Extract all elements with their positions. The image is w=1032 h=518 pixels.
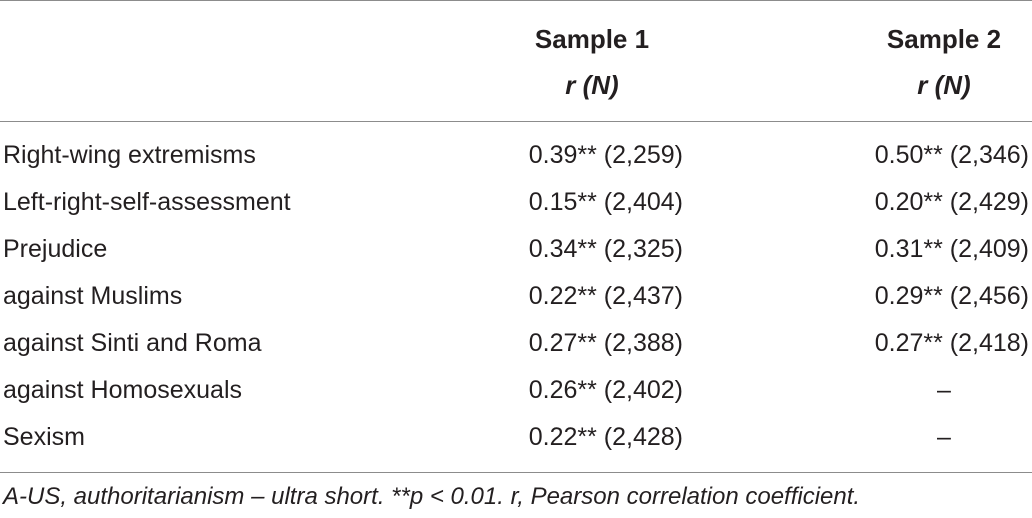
column-header-sample-2: Sample 2 xyxy=(886,24,1002,54)
sample-2-empty-dash: – xyxy=(937,376,951,404)
sample-1-value: 0.15** (2,404) xyxy=(528,188,683,216)
table-row: against Homosexuals 0.26** (2,402) – xyxy=(0,371,1032,409)
row-label: against Sinti and Roma xyxy=(3,329,262,357)
row-label: Prejudice xyxy=(3,235,108,263)
table-footnote: A-US, authoritarianism – ultra short. **… xyxy=(3,483,861,510)
table-bottom-rule xyxy=(0,472,1032,473)
table-row: Right-wing extremisms 0.39** (2,259) 0.5… xyxy=(0,136,1032,174)
table-row: Sexism 0.22** (2,428) – xyxy=(0,418,1032,456)
sample-1-value: 0.22** (2,428) xyxy=(528,423,683,451)
sample-2-empty-dash: – xyxy=(937,423,951,451)
sample-2-value: 0.50** (2,346) xyxy=(874,141,1029,169)
row-label: against Muslims xyxy=(3,282,183,310)
table-row: against Sinti and Roma 0.27** (2,388) 0.… xyxy=(0,324,1032,362)
sample-2-value: 0.20** (2,429) xyxy=(874,188,1029,216)
table-row: against Muslims 0.22** (2,437) 0.29** (2… xyxy=(0,277,1032,315)
table-header-rule xyxy=(0,121,1032,122)
sample-1-value: 0.39** (2,259) xyxy=(528,141,683,169)
column-header-sample-1: Sample 1 xyxy=(534,24,650,54)
sample-2-value: 0.27** (2,418) xyxy=(874,329,1029,357)
column-subheader-sample-2: r (N) xyxy=(917,70,971,100)
row-label: Sexism xyxy=(3,423,85,451)
sample-1-value: 0.34** (2,325) xyxy=(528,235,683,263)
sample-1-value: 0.26** (2,402) xyxy=(528,376,683,404)
table-row: Left-right-self-assessment 0.15** (2,404… xyxy=(0,183,1032,221)
row-label: Left-right-self-assessment xyxy=(3,188,291,216)
column-subheader-sample-1: r (N) xyxy=(565,70,619,100)
row-label: against Homosexuals xyxy=(3,376,243,404)
table-row: Prejudice 0.34** (2,325) 0.31** (2,409) xyxy=(0,230,1032,268)
sample-2-value: 0.31** (2,409) xyxy=(874,235,1029,263)
table-top-rule xyxy=(0,0,1032,1)
row-label: Right-wing extremisms xyxy=(3,141,256,169)
sample-1-value: 0.27** (2,388) xyxy=(528,329,683,357)
sample-2-value: 0.29** (2,456) xyxy=(874,282,1029,310)
sample-1-value: 0.22** (2,437) xyxy=(528,282,683,310)
